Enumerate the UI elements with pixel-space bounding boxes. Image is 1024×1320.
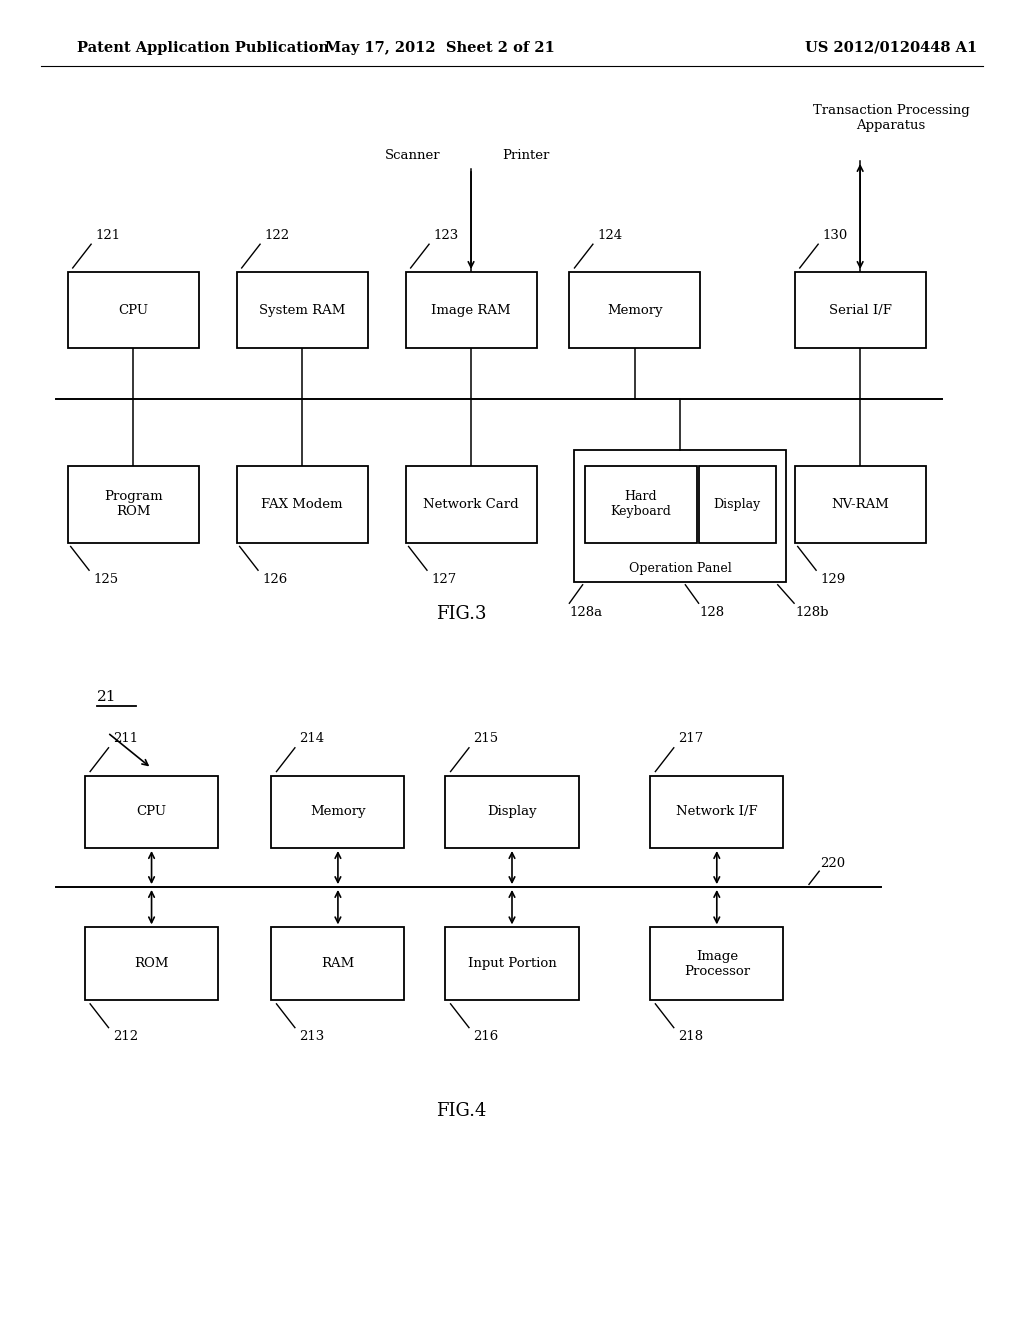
Bar (271, 776, 404, 849)
Text: NV-RAM: NV-RAM (831, 498, 889, 511)
Text: 124: 124 (597, 228, 623, 242)
Text: 130: 130 (822, 228, 848, 242)
Text: CPU: CPU (136, 805, 167, 818)
Text: Input Portion: Input Portion (468, 957, 556, 970)
Text: 217: 217 (678, 733, 703, 744)
Text: Hard
Keyboard: Hard Keyboard (610, 490, 672, 519)
Text: Memory: Memory (607, 304, 663, 317)
Bar (445, 776, 579, 849)
Text: 129: 129 (820, 573, 846, 586)
Text: CPU: CPU (118, 304, 148, 317)
Text: Display: Display (487, 805, 537, 818)
Text: 218: 218 (678, 1030, 703, 1043)
Text: FIG.4: FIG.4 (435, 1102, 486, 1121)
Text: Display: Display (714, 498, 761, 511)
Text: 21: 21 (97, 689, 117, 704)
Text: 125: 125 (93, 573, 119, 586)
Text: 121: 121 (95, 228, 121, 242)
Text: 211: 211 (113, 733, 138, 744)
Bar (406, 466, 537, 543)
Bar (237, 466, 368, 543)
Bar (650, 927, 783, 1001)
Bar (237, 272, 368, 348)
Text: Transaction Processing
Apparatus: Transaction Processing Apparatus (812, 104, 970, 132)
Bar (68, 272, 199, 348)
Bar (585, 466, 697, 543)
Text: 128: 128 (699, 606, 725, 619)
Text: 128b: 128b (795, 606, 828, 619)
Text: May 17, 2012  Sheet 2 of 21: May 17, 2012 Sheet 2 of 21 (326, 41, 555, 54)
Text: 128a: 128a (569, 606, 602, 619)
Text: Printer: Printer (502, 149, 549, 162)
Text: 122: 122 (264, 228, 290, 242)
Text: Image
Processor: Image Processor (684, 949, 750, 978)
Text: RAM: RAM (322, 957, 354, 970)
Bar (795, 466, 926, 543)
Bar (569, 272, 700, 348)
Text: Program
ROM: Program ROM (103, 490, 163, 519)
Text: Memory: Memory (310, 805, 366, 818)
Text: 214: 214 (299, 733, 325, 744)
Text: Scanner: Scanner (385, 149, 440, 162)
Text: 123: 123 (433, 228, 459, 242)
Text: Network I/F: Network I/F (676, 805, 758, 818)
Text: Patent Application Publication: Patent Application Publication (77, 41, 329, 54)
Bar (68, 466, 199, 543)
Text: Image RAM: Image RAM (431, 304, 511, 317)
Bar (85, 927, 218, 1001)
Text: 216: 216 (473, 1030, 499, 1043)
Text: Operation Panel: Operation Panel (629, 562, 731, 576)
Bar (406, 272, 537, 348)
Bar (271, 927, 404, 1001)
Bar (650, 776, 783, 849)
Bar (795, 272, 926, 348)
Bar (574, 450, 786, 582)
Text: 212: 212 (113, 1030, 138, 1043)
Bar (698, 466, 776, 543)
Text: US 2012/0120448 A1: US 2012/0120448 A1 (805, 41, 977, 54)
Text: Network Card: Network Card (423, 498, 519, 511)
Text: 220: 220 (820, 857, 846, 870)
Text: FIG.3: FIG.3 (435, 605, 486, 623)
Bar (85, 776, 218, 849)
Text: 215: 215 (473, 733, 499, 744)
Text: 126: 126 (262, 573, 288, 586)
Text: 213: 213 (299, 1030, 325, 1043)
Text: FAX Modem: FAX Modem (261, 498, 343, 511)
Text: ROM: ROM (134, 957, 169, 970)
Text: System RAM: System RAM (259, 304, 345, 317)
Text: 127: 127 (431, 573, 457, 586)
Text: Serial I/F: Serial I/F (828, 304, 892, 317)
Bar (445, 927, 579, 1001)
